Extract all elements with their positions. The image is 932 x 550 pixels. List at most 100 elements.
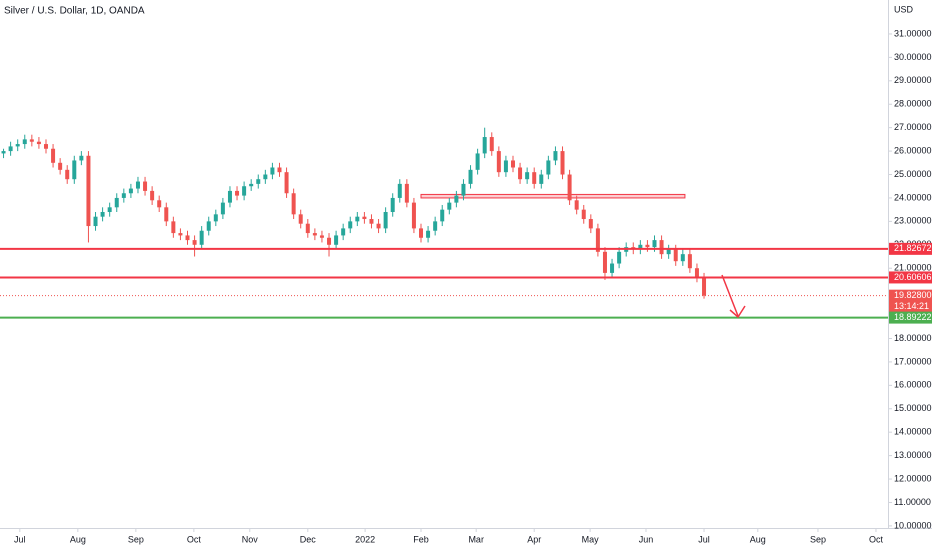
x-tick-label: Jun [639,534,654,544]
y-tick-label: 11.00000 [894,497,931,507]
level-label-box [889,311,932,324]
candle-body [440,209,445,222]
y-tick-label: 12.00000 [894,473,932,483]
candle-body [206,221,211,231]
candle-body [1,151,6,154]
y-tick-label: 30.00000 [894,52,932,62]
candle-body [376,223,381,229]
candle-body [560,151,565,175]
level-label-box [889,242,932,255]
x-tick-label: Mar [468,534,484,544]
candle-body [687,254,692,269]
x-tick-label: 2022 [355,534,375,544]
candle-body [327,237,332,245]
candle-body [270,167,275,175]
candle-body [419,228,424,238]
candle-body [164,207,169,222]
candle-body [553,151,558,161]
candle-body [185,235,190,241]
y-tick-label: 26.00000 [894,145,932,155]
y-tick-label: 31.00000 [894,28,932,38]
level-label-box [889,289,932,314]
candle-body [680,254,685,262]
candle-body [199,230,204,245]
candle-body [454,195,459,203]
candle-body [227,190,232,203]
candle-body [482,137,487,154]
candle-body [546,160,551,175]
candle-body [496,151,501,173]
candle-body [43,144,48,149]
candle-body [532,172,537,184]
candle-body [489,137,494,152]
plot [0,127,888,319]
candle-body [235,190,240,196]
candle-body [348,221,353,229]
y-tick-label: 17.00000 [894,356,932,366]
candle-body [93,216,98,227]
candle-body [334,235,339,245]
candle-body [645,244,650,248]
candle-body [397,183,402,198]
candle-body [369,219,374,224]
candle-body [673,249,678,262]
candle-body [694,268,699,278]
countdown-label: 13:14:21 [894,301,929,311]
candle-body [15,144,20,147]
candle-body [659,240,664,255]
x-tick-label: Dec [300,534,317,544]
candle-body [510,160,515,168]
x-tick-label: Apr [527,534,541,544]
candle-body [135,181,140,189]
candle-body [171,221,176,234]
candle-body [100,211,105,217]
candle-body [638,244,643,250]
candle-body [411,202,416,229]
candle-body [65,169,70,180]
y-tick-label: 25.00000 [894,169,932,179]
x-tick-label: Aug [70,534,86,544]
x-tick-label: Nov [242,534,259,544]
candle-body [8,146,13,152]
x-tick-label: Jul [698,534,710,544]
candle-body [610,263,615,273]
candle-body [242,186,247,196]
candle-body [595,228,600,252]
level-label: 19.82800 [894,290,932,300]
candle-body [461,183,466,196]
candle-body [298,214,303,224]
candle-body [617,251,622,264]
y-tick-label: 24.00000 [894,192,932,202]
candle-body [503,160,508,173]
y-tick-label: 14.00000 [894,427,932,437]
y-tick-label: 29.00000 [894,75,932,85]
y-tick-label: 15.00000 [894,403,932,413]
candle-body [404,183,409,203]
candle-body [213,214,218,222]
candle-body [143,181,148,191]
candle-body [702,277,707,296]
candle-body [72,160,77,180]
level-label-box [889,271,932,284]
currency-label: USD [894,4,914,14]
candle-body [178,233,183,236]
candle-body [341,228,346,236]
candle-body [192,240,197,245]
candle-body [588,219,593,229]
candle-body [114,197,119,208]
chart-title: Silver / U.S. Dollar, 1D, OANDA [4,6,145,17]
candle-body [249,183,254,187]
candle-body [426,230,431,238]
arrow-head [729,305,746,319]
y-tick-label: 16.00000 [894,380,932,390]
y-tick-label: 21.00000 [894,263,932,273]
candle-body [574,200,579,210]
x-tick-label: Sep [128,534,144,544]
x-tick-label: Oct [187,534,202,544]
candle-body [362,216,367,220]
y-tick-label: 27.00000 [894,122,932,132]
candle-body [518,167,523,180]
x-tick-label: May [582,534,600,544]
